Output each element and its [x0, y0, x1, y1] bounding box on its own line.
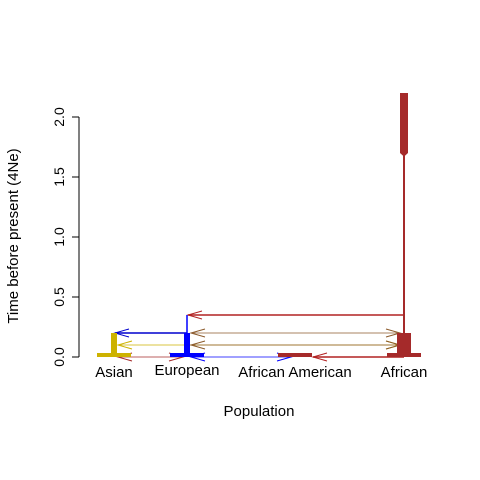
population-bar: [397, 333, 411, 357]
population-ancestral-bar: [400, 93, 408, 157]
population-label: Asian: [95, 364, 133, 381]
y-axis: 0.0 0.5 1.0 1.5 2.0: [51, 107, 79, 367]
population-label: African American: [238, 364, 351, 381]
population-base: [278, 353, 312, 357]
y-tick-label: 0.5: [51, 287, 67, 307]
y-tick-label: 1.5: [51, 167, 67, 187]
y-tick-label: 1.0: [51, 227, 67, 247]
y-tick-label: 0.0: [51, 347, 67, 367]
y-axis-title: Time before present (4Ne): [5, 148, 22, 323]
migration-arrows: [118, 329, 400, 361]
population-bar: [111, 333, 117, 357]
population-label: African: [381, 364, 428, 381]
population-bar: [184, 333, 190, 357]
split-arrows: [115, 311, 404, 361]
population-bars: [97, 93, 421, 357]
y-tick-label: 2.0: [51, 107, 67, 127]
x-axis-title: Population: [224, 403, 295, 420]
population-label: European: [154, 362, 219, 379]
population-labels: Asian European African American African: [95, 362, 427, 381]
